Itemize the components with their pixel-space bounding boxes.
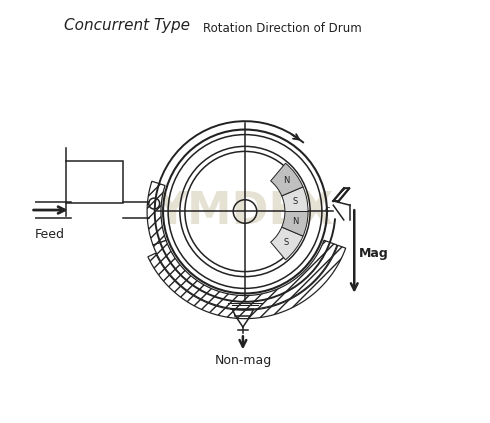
Text: S: S — [284, 238, 289, 247]
Text: N: N — [283, 176, 290, 185]
Wedge shape — [270, 163, 303, 196]
Text: Concurrent Type: Concurrent Type — [64, 18, 190, 33]
Text: S: S — [293, 197, 298, 206]
Text: Feed: Feed — [35, 228, 65, 241]
Bar — [67, 161, 123, 203]
Text: Mag: Mag — [359, 247, 388, 260]
Wedge shape — [282, 212, 308, 236]
Polygon shape — [147, 181, 166, 245]
Wedge shape — [270, 227, 303, 260]
Text: Non-mag: Non-mag — [214, 354, 271, 368]
Polygon shape — [333, 188, 349, 201]
Text: Rotation Direction of Drum: Rotation Direction of Drum — [203, 22, 362, 36]
Polygon shape — [153, 240, 337, 309]
Text: c: c — [325, 205, 330, 214]
Wedge shape — [282, 187, 308, 212]
Text: YMDEX: YMDEX — [156, 190, 334, 233]
Polygon shape — [148, 245, 345, 319]
Text: N: N — [292, 217, 298, 226]
